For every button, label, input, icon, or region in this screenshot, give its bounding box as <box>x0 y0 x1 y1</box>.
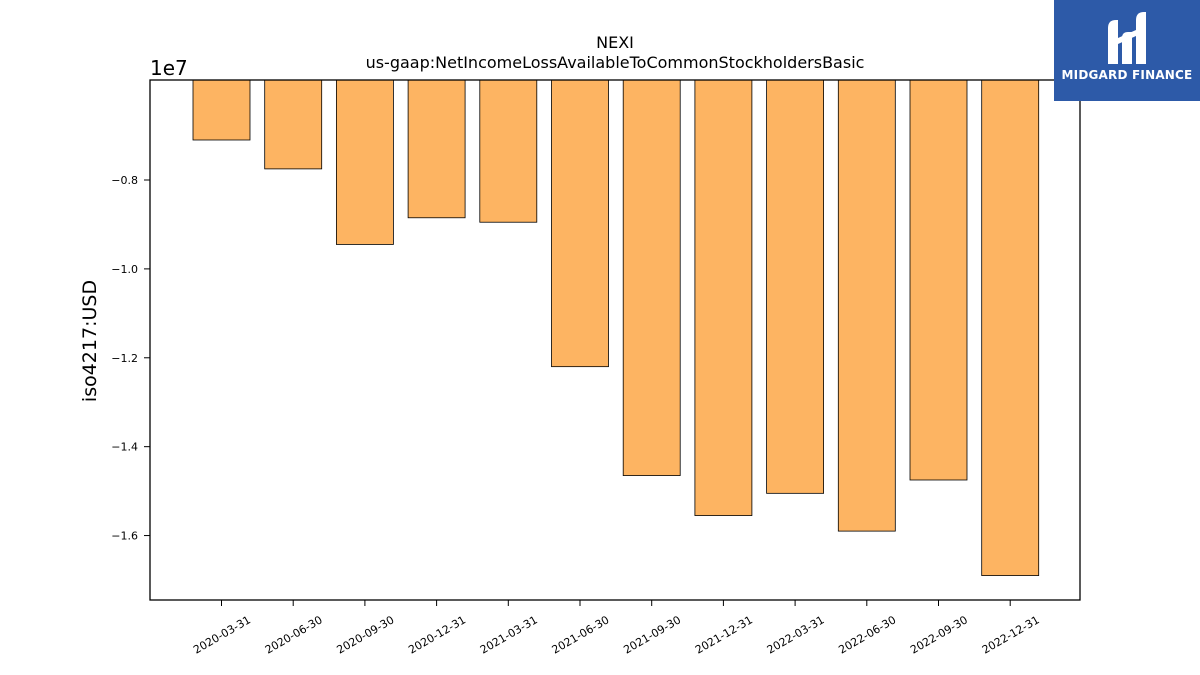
bar-2020-09-30 <box>335 79 394 245</box>
y-tick-label: −1.0 <box>111 263 138 276</box>
bar-2021-03-31 <box>479 79 538 223</box>
logo-text: MIDGARD FINANCE <box>1061 68 1193 82</box>
chart-title: NEXI <box>596 33 634 52</box>
x-tick-label: 2022-06-30 <box>836 613 898 656</box>
x-tick-label: 2021-03-31 <box>478 613 540 656</box>
bars-group <box>192 79 1040 576</box>
y-scale-label: 1e7 <box>150 56 188 80</box>
y-tick-label: −0.8 <box>111 174 138 187</box>
bar-2020-06-30 <box>264 79 323 170</box>
x-tick-label: 2022-03-31 <box>765 613 827 656</box>
y-tick-label: −1.6 <box>111 530 138 543</box>
x-ticks-group: 2020-03-31 2020-06-30 2020-09-30 2020-12-31… <box>191 600 1042 657</box>
bar-2021-06-30 <box>551 79 609 368</box>
bar-2021-09-30 <box>622 79 681 476</box>
x-tick-label: 2021-06-30 <box>550 613 612 656</box>
y-ticks-group: −0.8 −1.0 −1.2 −1.4 −1.6 <box>111 174 150 543</box>
midgard-finance-logo: MIDGARD FINANCE <box>1054 0 1200 101</box>
x-tick-label: 2022-12-31 <box>980 613 1042 656</box>
bar-2022-03-31 <box>766 79 824 494</box>
x-tick-label: 2020-03-31 <box>191 613 253 656</box>
bar-2020-03-31 <box>192 79 251 141</box>
x-tick-label: 2022-09-30 <box>908 613 970 656</box>
x-tick-label: 2020-06-30 <box>263 613 325 656</box>
plot-frame <box>149 79 1081 601</box>
bar-2022-12-31 <box>981 79 1040 576</box>
x-tick-label: 2021-12-31 <box>693 613 755 656</box>
x-tick-label: 2020-09-30 <box>335 613 397 656</box>
y-tick-label: −1.2 <box>111 352 138 365</box>
y-tick-label: −1.4 <box>111 441 138 454</box>
chart-subtitle: us-gaap:NetIncomeLossAvailableToCommonSt… <box>366 53 865 72</box>
x-tick-label: 2021-09-30 <box>621 613 683 656</box>
bar-2022-09-30 <box>909 79 968 481</box>
logo-mark-icon <box>1108 12 1146 64</box>
bar-2020-12-31 <box>407 79 466 219</box>
bar-2022-06-30 <box>837 79 896 532</box>
x-tick-label: 2020-12-31 <box>406 613 468 656</box>
bar-2021-12-31 <box>694 79 753 516</box>
y-axis-label: iso4217:USD <box>79 280 101 402</box>
